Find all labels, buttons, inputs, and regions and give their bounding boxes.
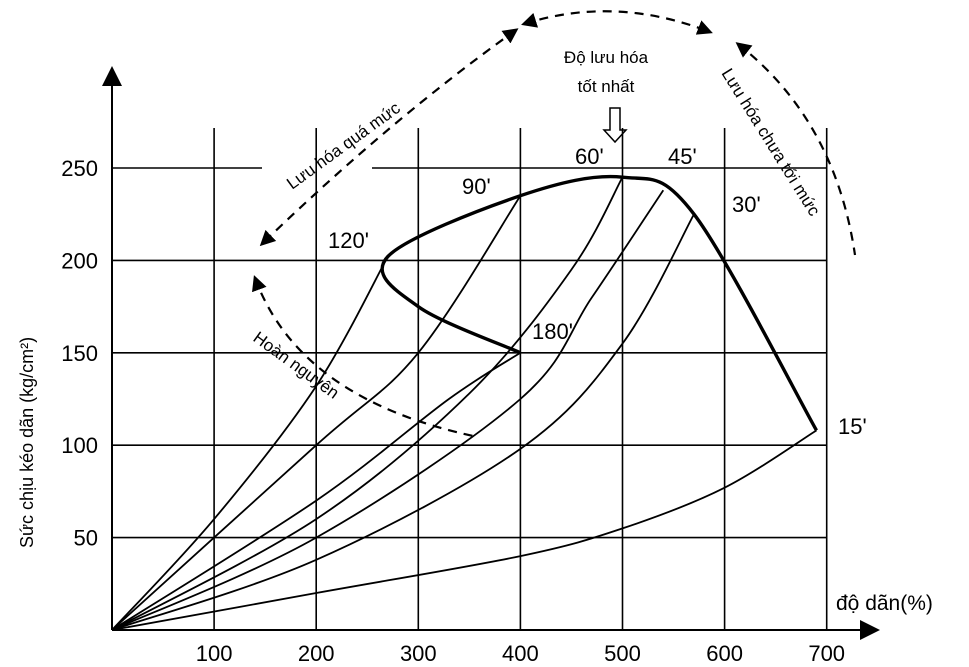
envelope-curve: [380, 174, 818, 432]
series-label-90: 90': [462, 174, 491, 199]
series-label-30: 30': [732, 192, 761, 217]
series-label-45: 45': [668, 144, 697, 169]
grid-lines: [112, 128, 828, 630]
tick-labels: 100 200 300 400 500 600 700 50 100 150 200 250: [61, 156, 845, 666]
x-tick-label-600: 600: [706, 641, 743, 666]
reversion-arrow: [252, 275, 479, 439]
series-curve-60: [111, 176, 624, 631]
x-axis-label: độ dãn(%): [836, 592, 933, 615]
series-curve-30: [111, 213, 695, 631]
x-tick-label-100: 100: [196, 641, 233, 666]
envelope-path: [380, 174, 818, 432]
series-curve-45: [111, 189, 665, 631]
y-tick-label-150: 150: [61, 341, 98, 366]
series-labels: 15' 30' 45' 60' 180' 90' 120': [328, 144, 867, 439]
series-label-15: 15': [838, 414, 867, 439]
x-tick-label-200: 200: [298, 641, 335, 666]
optimum-cure-label-2: tốt nhất: [578, 77, 635, 96]
y-tick-label-50: 50: [74, 526, 98, 551]
over-cure-arrow: [259, 28, 519, 247]
y-tick-label-200: 200: [61, 248, 98, 273]
series-curves: [111, 176, 817, 631]
series-label-180: 180': [532, 319, 573, 344]
optimum-arrow-icon: [602, 107, 628, 144]
y-axis-label: Sức chịu kéo dãn (kg/cm²): [17, 337, 37, 548]
annotation-arrows: [252, 10, 857, 439]
y-tick-label-100: 100: [61, 433, 98, 458]
under-cure-arrow: [735, 42, 857, 256]
over-cure-label: Lưu hóa quá mức: [283, 98, 404, 193]
optimum-cure-label-1: Độ lưu hóa: [564, 48, 649, 67]
series-curve-15: [111, 429, 817, 631]
series-label-120: 120': [328, 228, 369, 253]
x-tick-label-400: 400: [502, 641, 539, 666]
series-label-60: 60': [575, 144, 604, 169]
series-curve-180: [111, 352, 521, 631]
axes: [102, 66, 880, 640]
y-tick-label-250: 250: [61, 156, 98, 181]
x-tick-label-700: 700: [808, 641, 845, 666]
x-tick-label-500: 500: [604, 641, 641, 666]
top-arc-arrow: [521, 10, 713, 35]
series-curve-90: [111, 195, 522, 631]
x-tick-label-300: 300: [400, 641, 437, 666]
series-curve-120: [111, 256, 389, 631]
